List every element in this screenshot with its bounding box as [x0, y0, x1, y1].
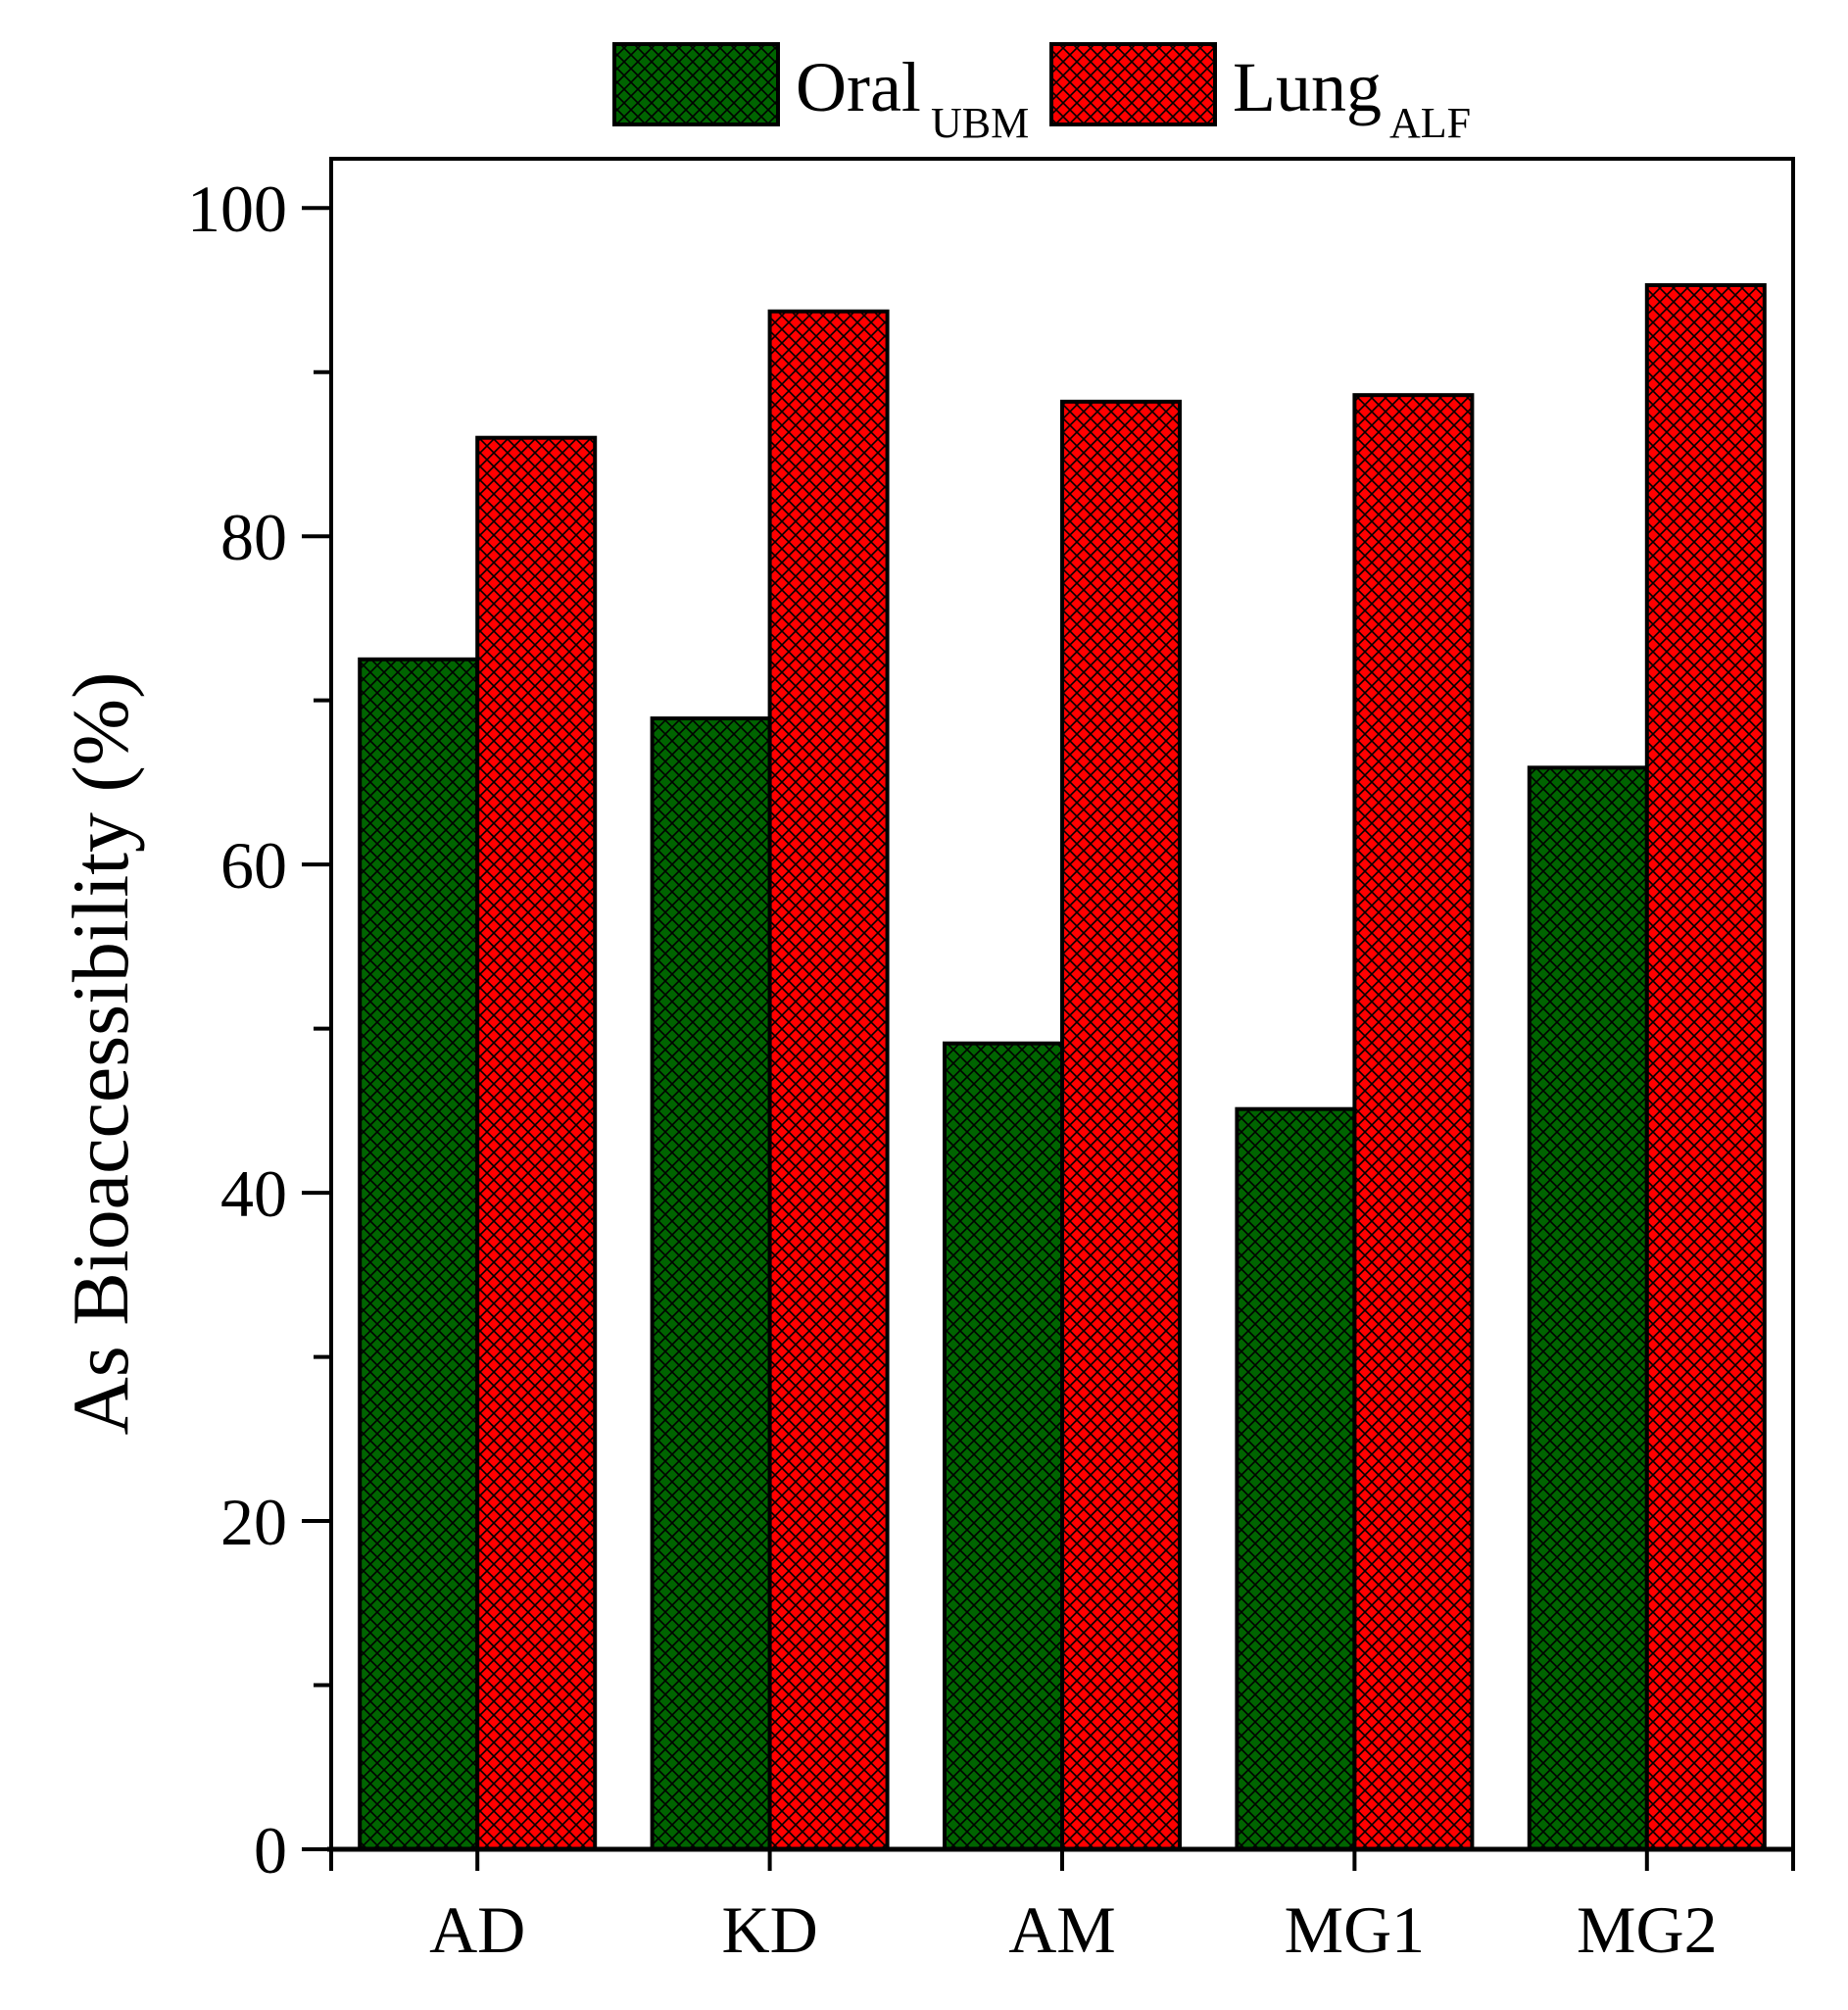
y-tick-label: 60	[220, 828, 287, 903]
bars-group	[358, 282, 1767, 1852]
bar-oral-am	[943, 1041, 1064, 1852]
bar-lung-mg2	[1644, 282, 1767, 1851]
bar-lung-mg1	[1352, 393, 1475, 1851]
x-tick-label: AD	[429, 1892, 525, 1967]
x-tick-label: KD	[721, 1892, 817, 1967]
x-tick-label: AM	[1008, 1892, 1116, 1967]
bar-lung-ad	[475, 435, 598, 1851]
legend: Oral UBM Lung ALF	[612, 42, 1471, 147]
y-tick-label: 20	[220, 1485, 287, 1559]
bar-lung-am	[1060, 399, 1182, 1851]
x-tick-label: MG2	[1577, 1892, 1718, 1967]
bar-lung-kd	[767, 309, 890, 1851]
legend-label-oral: Oral	[796, 48, 921, 126]
bar-oral-mg2	[1527, 765, 1649, 1851]
legend-label-lung: Lung	[1233, 48, 1382, 126]
legend-swatch-oral	[612, 42, 780, 126]
axes-group: AD KD AM MG1 MG2 0 20 40 60 80 100	[187, 157, 1795, 1967]
bar-oral-ad	[358, 657, 480, 1851]
bar-oral-kd	[650, 716, 772, 1851]
y-tick-label: 0	[254, 1813, 287, 1887]
y-tick-label: 40	[220, 1156, 287, 1231]
legend-swatch-lung	[1049, 42, 1217, 126]
y-tick-label: 100	[187, 172, 287, 246]
y-axis-title: As Bioaccessibility (%)	[56, 672, 145, 1436]
y-tick-label: 80	[220, 500, 287, 574]
legend-sub-oral: UBM	[931, 99, 1029, 147]
x-tick-label: MG1	[1285, 1892, 1426, 1967]
legend-sub-lung: ALF	[1389, 99, 1471, 147]
bar-oral-mg1	[1235, 1106, 1357, 1851]
